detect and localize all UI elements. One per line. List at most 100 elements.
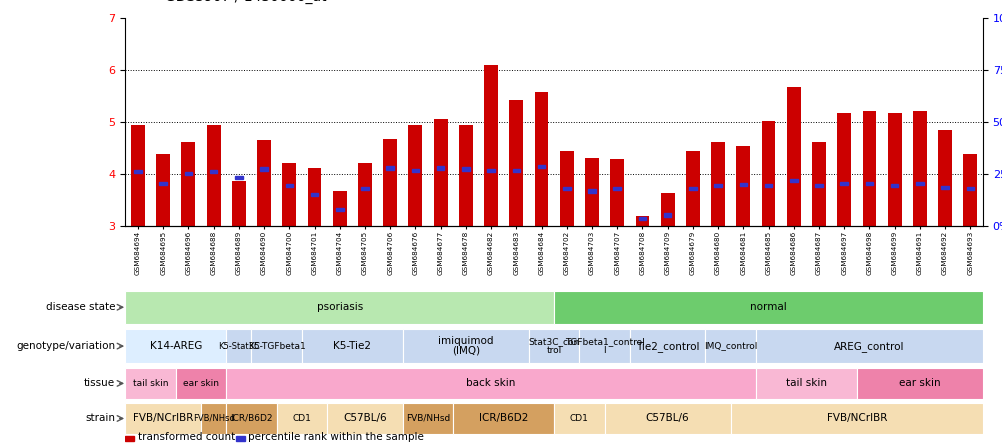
Bar [735,146,749,226]
Bar [206,125,220,226]
Bar [226,368,756,399]
Bar [562,187,570,190]
Text: GDS3907 / 1430666_at: GDS3907 / 1430666_at [165,0,327,4]
Text: FVB/NCrIBR: FVB/NCrIBR [133,413,193,424]
Bar [685,151,699,226]
Bar [134,170,141,173]
Bar [283,163,296,226]
Bar [231,181,245,226]
Bar [761,121,775,226]
Bar [462,167,469,170]
Bar [579,329,629,364]
Bar [333,191,347,226]
Text: FVB/NCrIBR: FVB/NCrIBR [826,413,886,424]
Bar [383,139,397,226]
Bar [912,111,926,226]
Text: FVB/NHsd: FVB/NHsd [406,414,450,423]
Bar [528,329,579,364]
Bar [837,113,851,226]
Bar [261,167,268,170]
Bar [209,170,217,173]
Bar [756,329,982,364]
Bar [604,403,730,434]
Bar [553,403,604,434]
Text: disease state: disease state [45,302,115,312]
Bar [411,169,419,172]
Text: psoriasis: psoriasis [317,302,363,312]
Bar [915,182,923,185]
Bar [856,368,982,399]
Bar [403,329,528,364]
Bar [125,403,200,434]
Bar [840,182,847,185]
Bar [358,163,372,226]
Bar [937,130,951,226]
Bar [941,186,948,189]
Bar [713,184,721,187]
Bar [311,193,318,196]
Text: tail skin: tail skin [132,379,168,388]
Text: ICR/B6D2: ICR/B6D2 [479,413,528,424]
Text: AREG_control: AREG_control [834,341,904,352]
Bar [226,329,252,364]
Text: IMQ_control: IMQ_control [703,341,757,351]
Bar [963,155,976,226]
Bar [484,65,498,226]
Bar [361,187,369,190]
Text: K5-Tie2: K5-Tie2 [333,341,371,351]
Bar [159,182,166,185]
Bar [200,403,226,434]
Bar [453,403,553,434]
Bar [308,168,322,226]
Bar [660,193,674,226]
Text: normal: normal [749,302,787,312]
Bar [764,184,772,187]
Bar [738,183,746,186]
Text: C57BL/6: C57BL/6 [343,413,387,424]
Bar [131,125,144,226]
Bar [252,329,302,364]
Bar [812,142,825,226]
Bar [234,176,242,179]
Bar [125,329,226,364]
Text: ICR/B6D2: ICR/B6D2 [230,414,273,423]
Bar [156,155,170,226]
Bar [553,290,982,324]
Bar [487,169,494,172]
Text: ear skin: ear skin [898,378,940,388]
Bar [459,125,472,226]
Text: CD1: CD1 [569,414,588,423]
Bar [175,368,226,399]
Bar [512,169,520,172]
Bar [865,182,873,185]
Bar [629,329,704,364]
Text: K5-TGFbeta1: K5-TGFbeta1 [247,341,306,351]
Bar [688,187,696,190]
Text: imiquimod
(IMQ): imiquimod (IMQ) [438,337,493,356]
Bar [663,214,670,217]
Bar [257,140,271,226]
Bar [887,113,901,226]
Text: Tie2_control: Tie2_control [635,341,698,352]
Bar [125,436,134,441]
Bar [710,142,724,226]
Bar [587,190,595,193]
Text: TGFbeta1_control
l: TGFbeta1_control l [564,337,644,355]
Text: strain: strain [85,413,115,424]
Bar [790,179,797,182]
Bar [403,403,453,434]
Bar [302,329,403,364]
Bar [638,217,645,220]
Bar [336,208,344,211]
Bar [125,290,553,324]
Bar [386,166,394,170]
Bar [862,111,876,226]
Bar [534,92,548,226]
Text: K14-AREG: K14-AREG [149,341,201,351]
Bar [537,165,545,168]
Text: ear skin: ear skin [182,379,218,388]
Text: Stat3C_con
trol: Stat3C_con trol [528,337,579,355]
Bar [635,216,648,226]
Text: FVB/NHsd: FVB/NHsd [192,414,234,423]
Bar [509,100,523,226]
